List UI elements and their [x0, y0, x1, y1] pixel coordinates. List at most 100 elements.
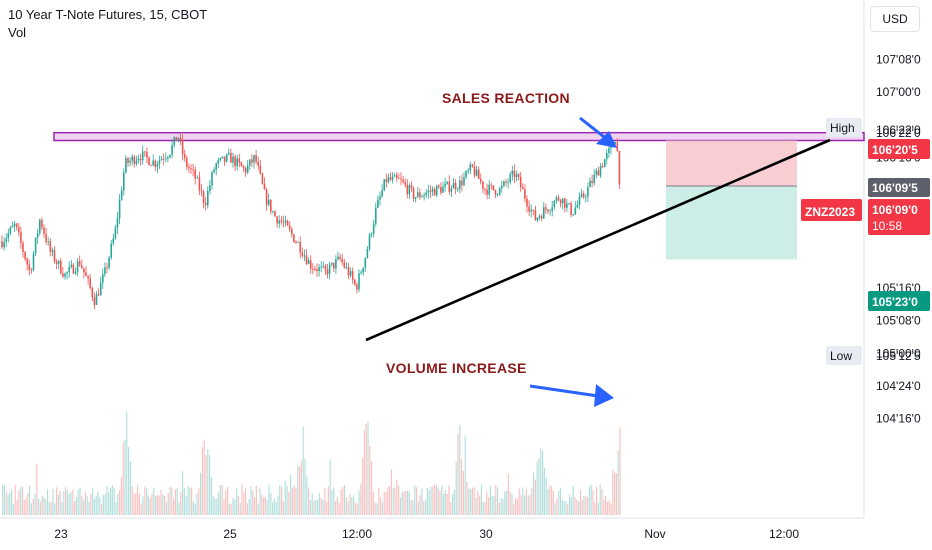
volume-bar	[518, 488, 520, 515]
candle-body	[299, 242, 301, 253]
candle-body	[347, 266, 350, 276]
volume-bar	[165, 501, 167, 515]
candle-body	[463, 176, 465, 186]
volume-bar	[320, 498, 322, 515]
candle-body	[221, 156, 224, 159]
candle-body	[234, 156, 236, 167]
volume-bar	[246, 503, 248, 515]
candle-body	[70, 264, 73, 267]
resistance-zone[interactable]	[53, 131, 865, 142]
symbol-title[interactable]: 10 Year T-Note Futures, 15, CBOT	[8, 7, 208, 22]
volume-bar	[579, 489, 581, 515]
volume-bar	[480, 484, 482, 515]
volume-bar	[275, 501, 277, 515]
volume-bar	[552, 490, 554, 515]
candle-body	[540, 216, 543, 219]
sales-reaction-label[interactable]: SALES REACTION	[442, 90, 570, 106]
currency-button[interactable]: USD	[870, 6, 920, 32]
candle-body	[557, 197, 560, 201]
reward-zone[interactable]	[666, 186, 797, 260]
volume-bar	[279, 485, 281, 515]
candle-body	[62, 273, 64, 277]
volume-bar	[434, 484, 436, 515]
volume-bar	[117, 493, 119, 515]
low-value: 105'12'5	[876, 349, 921, 363]
volume-bar	[488, 497, 490, 515]
candle-body	[515, 174, 518, 177]
volume-increase-label[interactable]: VOLUME INCREASE	[386, 360, 527, 376]
volume-bar	[149, 497, 151, 515]
symbol-tag[interactable]: ZNZ2023	[801, 199, 862, 221]
last-price-label[interactable]: 106'09'0 10:58	[868, 199, 930, 235]
candle-body	[41, 219, 43, 228]
volume-bar	[347, 501, 349, 515]
candle-body	[246, 165, 249, 173]
volume-bar	[108, 492, 110, 515]
candle-body	[351, 271, 354, 280]
candle-body	[484, 188, 486, 190]
candlesticks	[1, 132, 621, 310]
candle-body	[486, 189, 488, 195]
volume-bar	[477, 491, 479, 515]
bid-price-label[interactable]: 106'09'5	[868, 178, 930, 197]
volume-bar	[615, 473, 617, 515]
candle-body	[186, 157, 188, 168]
volume-bar	[475, 497, 477, 515]
candle-body	[383, 179, 385, 191]
volume-bar	[335, 500, 337, 515]
high-tag[interactable]: High	[826, 118, 862, 137]
candle-body	[599, 166, 602, 176]
volume-bar	[245, 488, 247, 515]
candle-body	[398, 177, 400, 179]
candle-body	[152, 160, 154, 166]
candle-body	[404, 182, 406, 185]
resistance-price-label[interactable]: 106'20'5	[868, 139, 930, 159]
volume-bar	[45, 499, 47, 515]
volume-bar	[374, 502, 376, 515]
candle-body	[253, 155, 255, 163]
candle-body	[278, 220, 280, 224]
candle-body	[589, 180, 591, 188]
candle-body	[259, 165, 262, 174]
volume-bar	[358, 490, 360, 515]
volume-bar	[288, 492, 290, 515]
volume-bar	[531, 488, 533, 515]
volume-bar	[345, 497, 347, 515]
candle-body	[414, 197, 417, 199]
sales-arrow-head-icon	[596, 131, 617, 148]
volume-bar	[619, 427, 621, 515]
volume-bar	[153, 487, 155, 515]
volume-bar	[101, 503, 103, 515]
volume-bar	[365, 423, 367, 515]
volume-bar	[52, 488, 54, 515]
volume-bar	[470, 488, 472, 515]
volume-bar	[194, 503, 196, 515]
volume-bar	[59, 491, 61, 515]
volume-bar	[212, 495, 214, 515]
volume-bar	[614, 472, 616, 515]
candle-body	[207, 191, 209, 206]
candle-body	[555, 197, 558, 201]
volume-indicator-label[interactable]: Vol	[8, 25, 27, 40]
ascending-trendline[interactable]	[365, 138, 831, 342]
candle-body	[13, 223, 16, 227]
volume-bar	[342, 486, 344, 515]
candle-body	[549, 210, 551, 212]
volume-bar	[500, 498, 502, 515]
high-tag-bg	[826, 118, 862, 137]
volume-bar	[124, 439, 126, 515]
volume-bar	[360, 483, 362, 515]
volume-bar	[295, 487, 297, 515]
volume-bar	[560, 487, 562, 515]
volume-bar	[507, 473, 509, 515]
candle-body	[188, 167, 190, 169]
target-price-label[interactable]: 105'23'0	[868, 291, 930, 311]
candle-body	[513, 170, 516, 177]
candle-body	[427, 190, 430, 193]
candle-body	[51, 250, 54, 252]
time-tick-label: 23	[54, 527, 68, 541]
volume-bar	[513, 503, 515, 515]
volume-bar	[588, 486, 590, 515]
low-tag[interactable]: Low	[826, 346, 862, 365]
